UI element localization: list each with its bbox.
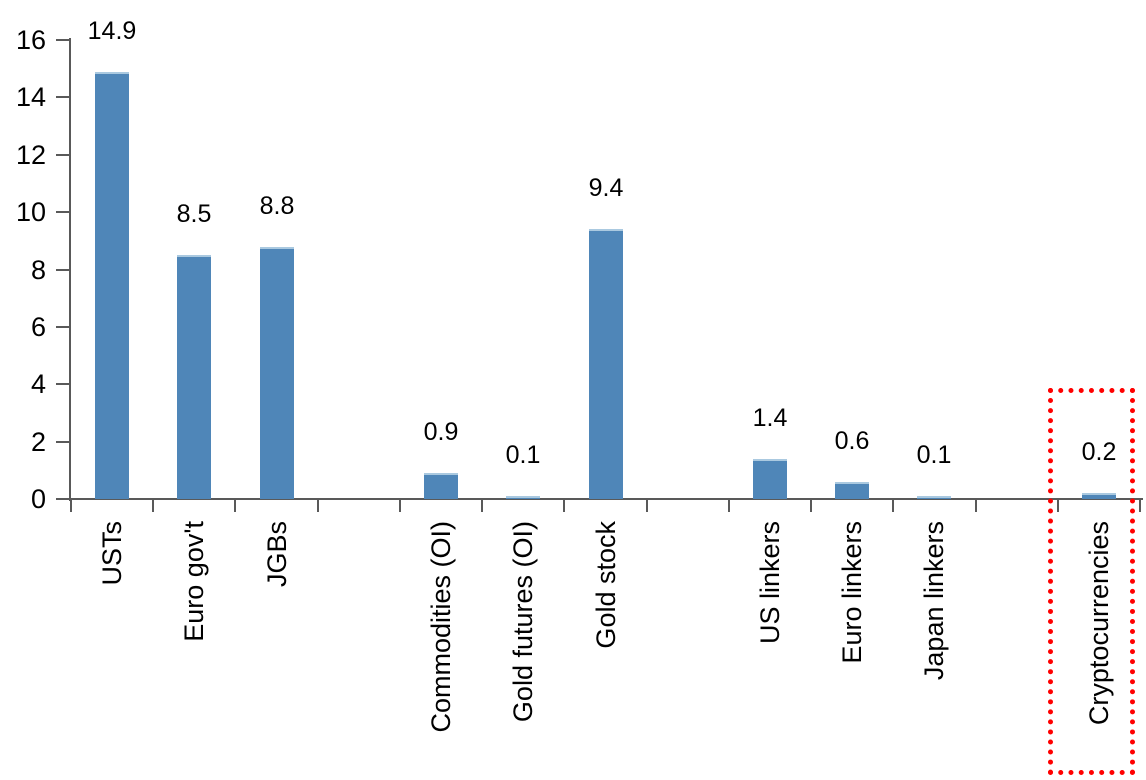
bar-value-label: 14.9 bbox=[87, 17, 137, 45]
bar-gold-futures-oi bbox=[506, 496, 540, 499]
x-axis-label-commodities-oi: Commodities (OI) bbox=[426, 521, 456, 733]
x-axis-line bbox=[69, 498, 1143, 500]
bar-japan-linkers bbox=[917, 496, 951, 499]
x-axis-label-jgbs: JGBs bbox=[262, 521, 292, 588]
bar-value-label: 1.4 bbox=[752, 404, 788, 432]
y-tick-label: 12 bbox=[15, 139, 46, 170]
y-tick-label: 8 bbox=[30, 254, 46, 285]
x-axis-label-euro-gov-t: Euro gov't bbox=[179, 521, 209, 642]
x-axis-label-japan-linkers: Japan linkers bbox=[919, 521, 949, 681]
y-tick-label: 10 bbox=[15, 197, 46, 228]
x-axis-label-gold-stock: Gold stock bbox=[591, 521, 621, 649]
y-tick bbox=[56, 383, 70, 386]
x-tick bbox=[234, 500, 237, 512]
y-tick bbox=[56, 153, 70, 156]
x-tick bbox=[1139, 500, 1141, 512]
x-tick bbox=[563, 500, 566, 512]
bar-usts bbox=[95, 72, 129, 499]
bar-value-label: 0.2 bbox=[1081, 438, 1117, 466]
bar-value-label: 8.5 bbox=[176, 200, 212, 228]
bar-value-label: 0.1 bbox=[916, 441, 952, 469]
bar-gold-stock bbox=[589, 229, 623, 499]
bar-euro-linkers bbox=[835, 482, 869, 499]
bar-value-label: 9.4 bbox=[588, 174, 624, 202]
y-tick bbox=[56, 440, 70, 443]
x-tick bbox=[316, 500, 319, 512]
y-tick bbox=[56, 39, 70, 41]
x-axis-label-gold-futures-oi: Gold futures (OI) bbox=[508, 521, 538, 723]
x-tick bbox=[398, 500, 401, 512]
x-tick bbox=[481, 500, 484, 512]
x-axis-label-usts: USTs bbox=[97, 521, 127, 586]
bar-euro-gov-t bbox=[177, 255, 211, 499]
y-tick-label: 2 bbox=[30, 426, 46, 457]
x-tick bbox=[810, 500, 813, 512]
y-axis-line bbox=[69, 38, 71, 501]
bar-value-label: 8.8 bbox=[259, 192, 295, 220]
x-tick bbox=[70, 500, 72, 512]
x-tick bbox=[892, 500, 895, 512]
y-tick bbox=[56, 325, 70, 328]
y-tick-label: 0 bbox=[30, 484, 46, 514]
bar-us-linkers bbox=[753, 459, 787, 499]
y-tick-label: 4 bbox=[30, 369, 46, 400]
bar-value-label: 0.6 bbox=[834, 427, 870, 455]
bar-cryptocurrencies bbox=[1082, 493, 1116, 499]
bar-commodities-oi bbox=[424, 473, 458, 499]
y-tick-label: 14 bbox=[15, 82, 46, 113]
x-tick bbox=[152, 500, 155, 512]
y-tick bbox=[56, 498, 70, 500]
x-tick bbox=[974, 500, 977, 512]
x-tick bbox=[727, 500, 730, 512]
x-axis-label-us-linkers: US linkers bbox=[755, 521, 785, 645]
y-tick bbox=[56, 96, 70, 99]
x-tick bbox=[1056, 500, 1059, 512]
y-tick bbox=[56, 211, 70, 214]
bar-jgbs bbox=[260, 247, 294, 499]
y-tick-label: 16 bbox=[15, 25, 46, 55]
x-axis-label-euro-linkers: Euro linkers bbox=[837, 521, 867, 664]
y-tick-label: 6 bbox=[30, 311, 46, 342]
y-tick bbox=[56, 268, 70, 271]
x-tick bbox=[645, 500, 648, 512]
bar-value-label: 0.1 bbox=[505, 441, 541, 469]
highlight-box bbox=[1048, 388, 1135, 775]
bar-value-label: 0.9 bbox=[423, 418, 459, 446]
